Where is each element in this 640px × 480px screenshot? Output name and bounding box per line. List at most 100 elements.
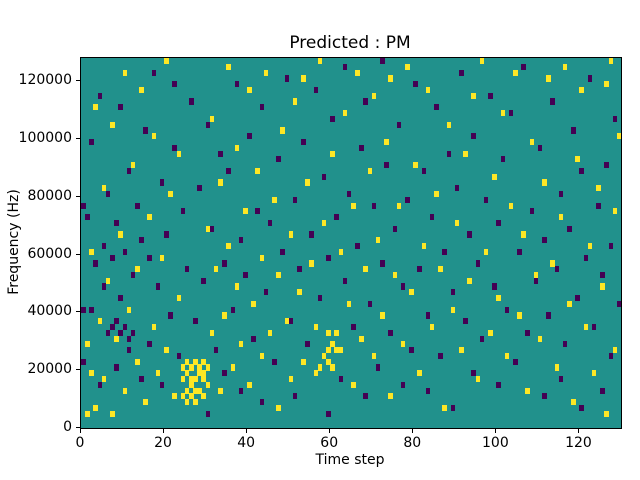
heatmap-cell [126,335,132,342]
heatmap-cell [434,190,439,198]
heatmap-cell [537,144,543,151]
heatmap-cell [301,358,306,365]
heatmap-cell [297,266,302,273]
heatmap-cell [608,352,614,360]
heatmap-cell [297,289,302,296]
heatmap-cell [263,289,269,296]
heatmap-cell [243,271,248,279]
heatmap-cell [251,335,256,342]
heatmap-cell [371,92,377,99]
heatmap-cell [583,254,589,261]
heatmap-cell [201,358,206,365]
heatmap-cell [184,387,190,394]
heatmap-cell [139,375,144,383]
y-axis-label: Frequency (Hz) [6,189,22,295]
x-tick-label: 0 [75,435,85,451]
heatmap-cell [122,387,128,394]
heatmap-cell [189,98,194,105]
heatmap-cell [575,295,580,302]
heatmap-cell [209,115,215,122]
heatmap-cell [496,381,501,388]
heatmap-cell [189,375,194,383]
heatmap-cell [151,133,157,140]
heatmap-cell [93,104,98,111]
heatmap-cell [251,300,256,307]
heatmap-cell [558,375,564,383]
heatmap-cell [342,110,348,117]
heatmap-cell [326,329,331,336]
heatmap-cell [508,110,514,117]
y-tick-label: 0 [63,419,72,435]
heatmap-cell [230,364,236,371]
y-tick-mark [76,195,80,197]
heatmap-cell [396,202,402,209]
heatmap-cell [388,75,393,82]
heatmap-cell [346,190,352,198]
heatmap-cell [209,329,215,336]
heatmap-cell [479,58,485,65]
heatmap-cell [355,69,360,76]
heatmap-cell [259,352,265,360]
heatmap-cell [147,341,152,348]
heatmap-cell [600,283,605,290]
heatmap-cell [197,364,202,371]
heatmap-cell [330,341,335,348]
heatmap-cell [546,75,551,82]
y-tick-label: 60000 [27,245,72,262]
heatmap-cell [525,329,530,336]
heatmap-cell [114,335,119,342]
heatmap-cell [180,393,186,400]
heatmap-cell [218,150,223,157]
heatmap-cell [363,393,368,400]
heatmap-cell [562,63,568,70]
heatmap-cell [147,214,152,221]
heatmap-cell [488,92,493,99]
x-tick-mark [329,429,331,433]
heatmap-cell [105,277,111,284]
heatmap-cell [392,225,398,232]
heatmap-cell [587,75,593,82]
heatmap-cell [342,277,348,284]
y-tick-mark [76,369,80,371]
heatmap-cell [234,144,240,151]
heatmap-cell [334,214,339,221]
heatmap-cell [317,295,323,302]
heatmap-cell [118,231,123,238]
heatmap-cell [471,133,476,140]
heatmap-cell [571,399,576,406]
heatmap-cell [97,381,103,388]
x-tick-label: 80 [403,435,422,451]
heatmap-cell [288,231,294,238]
heatmap-cell [259,254,265,261]
heatmap-cell [471,370,476,377]
heatmap-cell [355,243,360,250]
x-tick-label: 60 [320,435,339,451]
heatmap-cell [600,271,605,279]
heatmap-cell [533,271,539,279]
heatmap-cell [110,254,115,261]
heatmap-cell [508,202,514,209]
heatmap-cell [604,410,609,417]
heatmap-cell [600,387,605,394]
heatmap-cell [579,167,584,175]
x-axis-label: Time step [315,452,385,468]
heatmap-cell [139,86,144,94]
plot-area [80,57,622,429]
heatmap-cell [110,323,115,331]
x-tick-mark [412,429,414,433]
heatmap-cell [429,214,435,221]
heatmap-cell [81,202,86,209]
heatmap-cell [135,358,140,365]
heatmap-cell [126,167,132,175]
heatmap-cell [529,138,535,146]
x-tick-mark [246,429,248,433]
heatmap-cell [359,335,364,342]
heatmap-cell [338,375,344,383]
x-tick-mark [578,429,580,433]
heatmap-cell [351,381,356,388]
heatmap-cell [234,283,240,290]
y-tick-mark [76,253,80,255]
heatmap-cell [346,300,352,307]
heatmap-cell [292,393,298,400]
heatmap-cell [321,173,327,180]
